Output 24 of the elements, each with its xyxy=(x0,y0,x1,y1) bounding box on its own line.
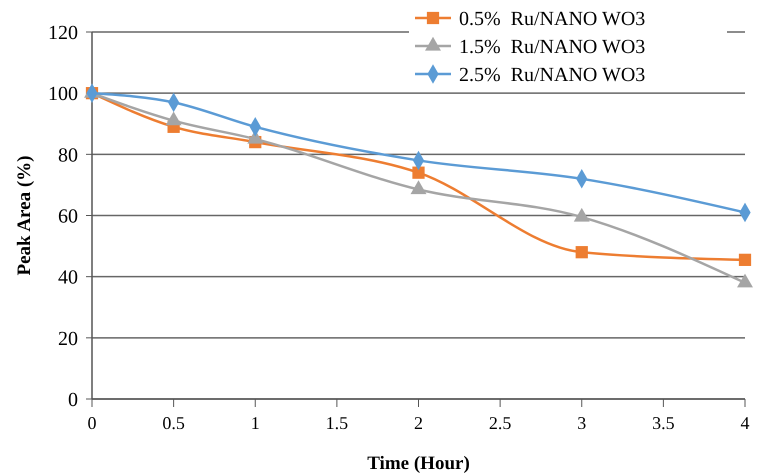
legend-label: 2.5% Ru/NANO WO3 xyxy=(459,64,646,86)
point xyxy=(576,246,588,258)
x-tick-label: 1 xyxy=(250,413,260,433)
x-tick-label: 1.5 xyxy=(326,413,348,433)
x-tick-label: 3 xyxy=(577,413,586,433)
y-axis-title: Peak Area (%) xyxy=(14,156,35,276)
x-tick-label: 3.5 xyxy=(652,413,675,433)
point xyxy=(738,254,752,266)
y-tick-label: 60 xyxy=(58,206,78,228)
y-tick-label: 100 xyxy=(48,83,78,106)
y-tick-label: 120 xyxy=(48,22,78,44)
x-tick-label: 0.5 xyxy=(162,413,185,433)
point xyxy=(412,166,425,179)
x-axis-title: Time (Hour) xyxy=(367,453,470,474)
y-tick-label: 0 xyxy=(68,389,78,411)
legend-label: 0.5% Ru/NANO WO3 xyxy=(459,8,646,30)
x-tick-label: 2.5 xyxy=(488,413,512,433)
y-tick-label: 80 xyxy=(58,144,78,166)
x-tick-label: 2 xyxy=(414,413,423,433)
legend-label: 1.5% Ru/NANO WO3 xyxy=(459,36,646,58)
y-tick-label: 20 xyxy=(58,328,78,350)
x-tick-label: 0 xyxy=(88,413,96,433)
x-tick-label: 4 xyxy=(740,413,750,433)
y-tick-label: 40 xyxy=(58,266,78,289)
